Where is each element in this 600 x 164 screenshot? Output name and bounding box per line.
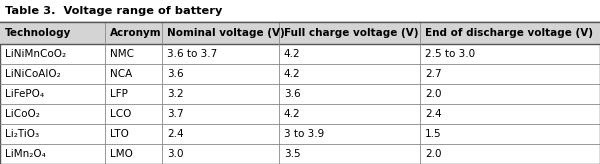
Text: Nominal voltage (V): Nominal voltage (V): [167, 28, 284, 38]
Text: LCO: LCO: [110, 109, 131, 119]
Text: 3.0: 3.0: [167, 149, 184, 159]
Text: LiMn₂O₄: LiMn₂O₄: [5, 149, 46, 159]
Text: LMO: LMO: [110, 149, 133, 159]
Text: 3 to 3.9: 3 to 3.9: [284, 129, 324, 139]
Text: LiNiMnCoO₂: LiNiMnCoO₂: [5, 49, 66, 59]
Text: 3.6 to 3.7: 3.6 to 3.7: [167, 49, 217, 59]
Text: Full charge voltage (V): Full charge voltage (V): [284, 28, 418, 38]
Text: 4.2: 4.2: [284, 69, 301, 79]
Text: 4.2: 4.2: [284, 49, 301, 59]
Text: Technology: Technology: [5, 28, 71, 38]
Text: LFP: LFP: [110, 89, 128, 99]
Text: NCA: NCA: [110, 69, 132, 79]
Bar: [0, 22, 600, 44]
Text: 3.2: 3.2: [167, 89, 184, 99]
Text: 2.0: 2.0: [425, 149, 441, 159]
Text: 2.4: 2.4: [167, 129, 184, 139]
Text: LiFePO₄: LiFePO₄: [5, 89, 44, 99]
Text: NMC: NMC: [110, 49, 134, 59]
Text: 1.5: 1.5: [425, 129, 442, 139]
Text: Table 3.  Voltage range of battery: Table 3. Voltage range of battery: [5, 6, 222, 16]
Text: 2.7: 2.7: [425, 69, 442, 79]
Text: LiNiCoAlO₂: LiNiCoAlO₂: [5, 69, 61, 79]
Text: LTO: LTO: [110, 129, 128, 139]
Bar: [0, 22, 600, 164]
Text: 3.5: 3.5: [284, 149, 301, 159]
Text: End of discharge voltage (V): End of discharge voltage (V): [425, 28, 593, 38]
Text: 3.7: 3.7: [167, 109, 184, 119]
Text: 3.6: 3.6: [284, 89, 301, 99]
Text: LiCoO₂: LiCoO₂: [5, 109, 40, 119]
Text: 2.0: 2.0: [425, 89, 441, 99]
Text: Li₂TiO₃: Li₂TiO₃: [5, 129, 39, 139]
Text: 2.4: 2.4: [425, 109, 442, 119]
Text: 3.6: 3.6: [167, 69, 184, 79]
Text: 2.5 to 3.0: 2.5 to 3.0: [425, 49, 475, 59]
Text: Acronym: Acronym: [110, 28, 161, 38]
Text: 4.2: 4.2: [284, 109, 301, 119]
